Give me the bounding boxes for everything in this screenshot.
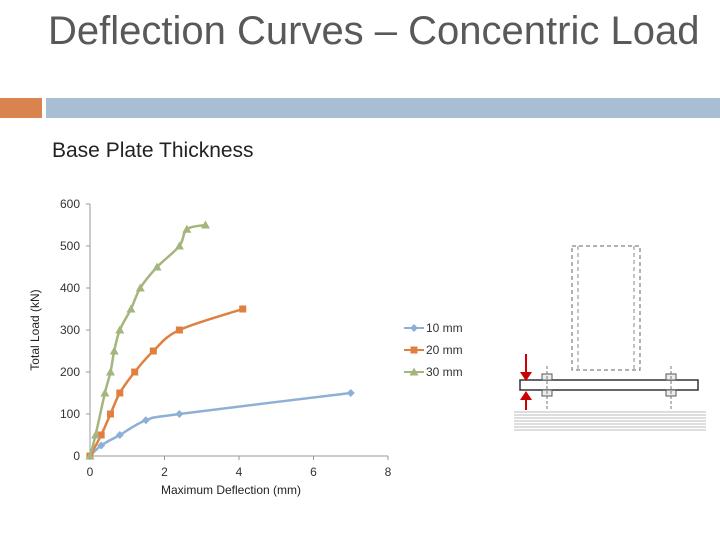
anchor-bolt-right bbox=[665, 366, 677, 410]
slide-title: Deflection Curves – Concentric Load bbox=[48, 9, 700, 53]
load-arrow-down bbox=[520, 354, 532, 381]
data-point bbox=[175, 410, 184, 418]
y-tick-label: 600 bbox=[60, 197, 80, 211]
chart-legend: 10 mm 20 mm 30 mm bbox=[404, 321, 463, 379]
series-30-mm bbox=[85, 220, 210, 460]
series-10-mm bbox=[86, 389, 355, 460]
base-plate bbox=[519, 379, 699, 391]
data-point bbox=[115, 431, 124, 439]
series-20-mm bbox=[86, 305, 247, 460]
data-point bbox=[105, 367, 115, 376]
x-tick-label: 0 bbox=[87, 465, 94, 479]
y-tick-label: 300 bbox=[60, 323, 80, 337]
deflection-chart: 0 100 200 300 400 500 600 0 2 4 6 8 10 mm 20 mm 30 mm… bbox=[28, 197, 463, 497]
chart-series bbox=[85, 220, 355, 460]
y-tick-label: 0 bbox=[73, 449, 80, 463]
data-point bbox=[106, 410, 114, 418]
data-point bbox=[152, 262, 162, 271]
ground-hatching bbox=[514, 411, 706, 431]
data-point bbox=[116, 389, 124, 397]
data-point bbox=[131, 368, 139, 376]
data-point bbox=[85, 451, 95, 460]
data-point bbox=[126, 304, 136, 313]
x-tick-label: 8 bbox=[385, 465, 392, 479]
data-point bbox=[346, 389, 355, 397]
legend-label: 10 mm bbox=[426, 321, 463, 335]
x-tick-label: 6 bbox=[310, 465, 317, 479]
y-tick-label: 400 bbox=[60, 281, 80, 295]
y-tick-label: 200 bbox=[60, 365, 80, 379]
data-point bbox=[109, 346, 119, 355]
data-point bbox=[175, 326, 183, 334]
data-point bbox=[410, 346, 418, 354]
title-accent-bar bbox=[0, 98, 42, 118]
data-point bbox=[149, 347, 157, 355]
reaction-arrow-up bbox=[520, 391, 532, 410]
y-axis-label: Total Load (kN) bbox=[28, 289, 42, 370]
base-plate-column-diagram bbox=[514, 245, 706, 431]
chart-subtitle: Base Plate Thickness bbox=[52, 139, 254, 162]
data-point bbox=[200, 220, 210, 229]
column-outline bbox=[571, 245, 641, 371]
anchor-bolt-left bbox=[541, 366, 553, 410]
data-point bbox=[174, 241, 184, 250]
legend-label: 30 mm bbox=[426, 365, 463, 379]
legend-label: 20 mm bbox=[426, 343, 463, 357]
data-point bbox=[97, 441, 106, 450]
series-line bbox=[89, 391, 351, 457]
data-point bbox=[410, 324, 418, 332]
data-point bbox=[182, 224, 192, 233]
series-line bbox=[88, 307, 244, 457]
title-underline-bar bbox=[46, 98, 720, 118]
x-tick-label: 2 bbox=[161, 465, 168, 479]
data-point bbox=[409, 367, 419, 376]
data-point bbox=[115, 325, 125, 334]
data-point bbox=[91, 430, 101, 439]
data-point bbox=[239, 305, 247, 313]
data-point bbox=[97, 431, 105, 439]
y-tick-label: 500 bbox=[60, 239, 80, 253]
y-tick-label: 100 bbox=[60, 407, 80, 421]
data-point bbox=[100, 388, 110, 397]
x-tick-label: 4 bbox=[236, 465, 243, 479]
data-point bbox=[141, 416, 150, 425]
x-axis-label: Maximum Deflection (mm) bbox=[161, 483, 301, 497]
chart-axes: 0 100 200 300 400 500 600 0 2 4 6 8 bbox=[60, 197, 392, 479]
data-point bbox=[135, 283, 145, 292]
